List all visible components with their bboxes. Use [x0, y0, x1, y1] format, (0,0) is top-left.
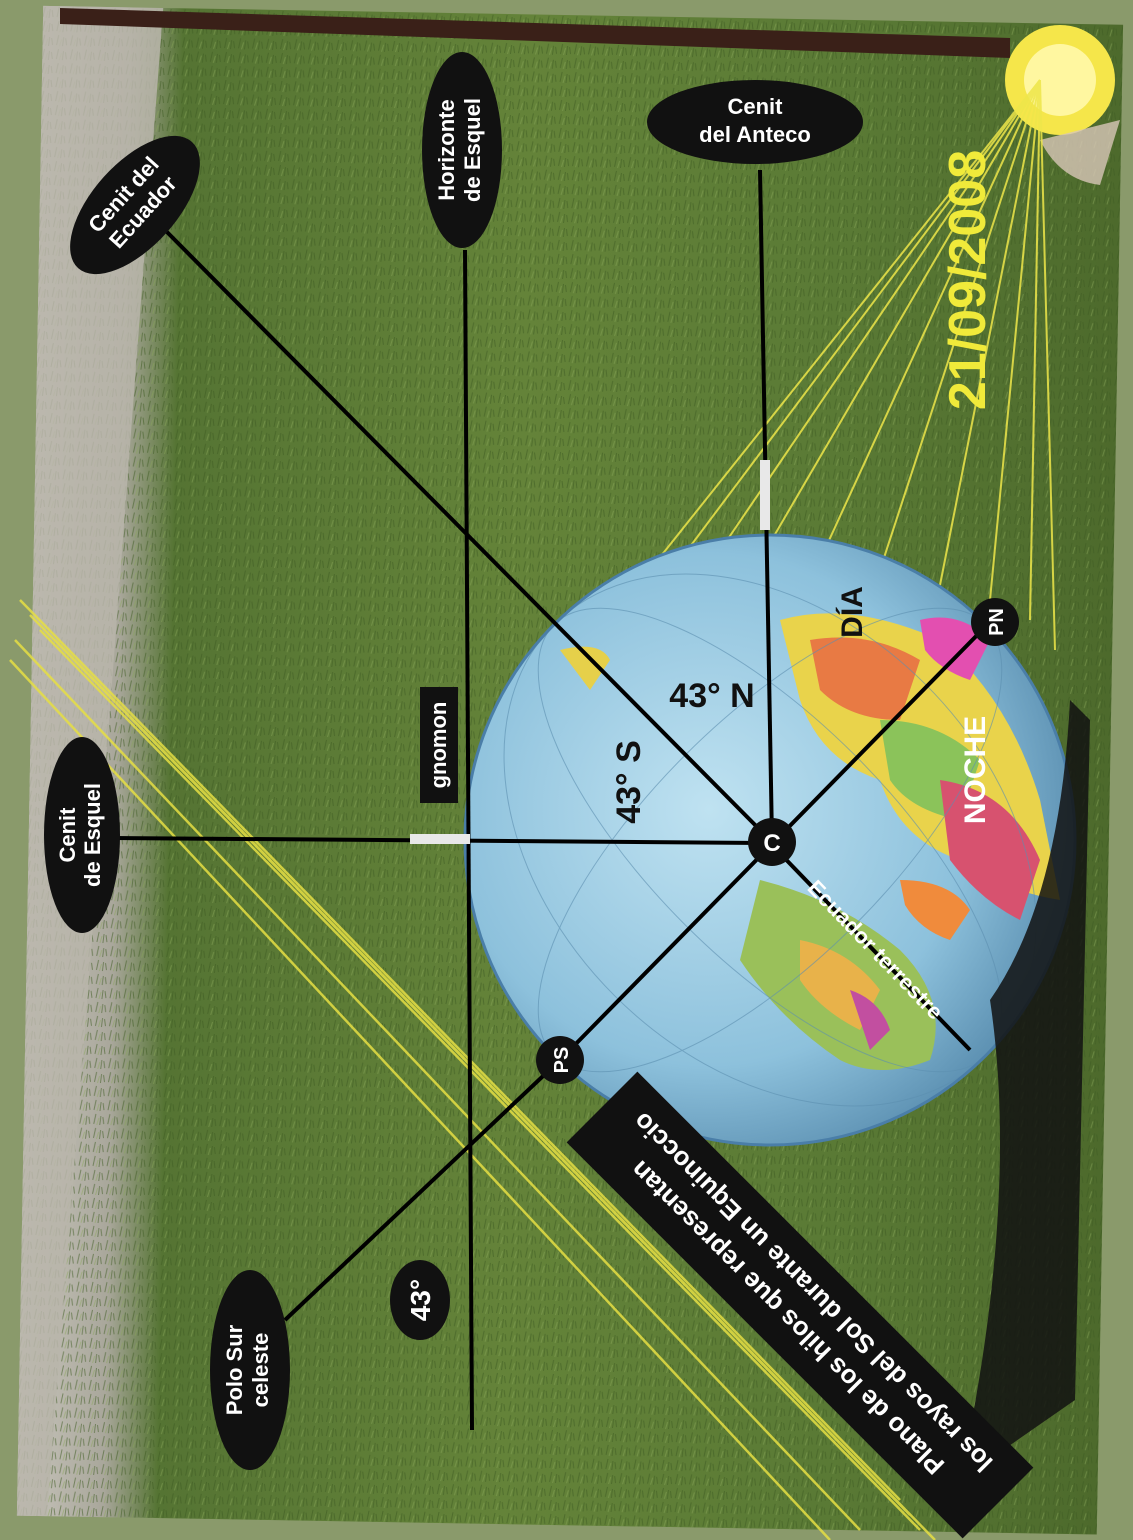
gnomon-stick [410, 834, 470, 844]
label-angle-43-s: 43° S [610, 740, 648, 824]
anteco-stick [760, 460, 770, 530]
sun-icon [1005, 25, 1120, 185]
svg-text:de Esquel: de Esquel [460, 98, 485, 202]
svg-text:Polo Sur: Polo Sur [222, 1324, 247, 1415]
label-angle-43: 43° [390, 1260, 450, 1340]
label-noche: NOCHE [959, 716, 992, 824]
svg-text:Cenit: Cenit [55, 807, 80, 863]
marker-north-pole: PN [971, 598, 1019, 646]
label-angle-43-n: 43° N [669, 677, 754, 715]
label-cenit-esquel: Cenit de Esquel [44, 737, 120, 933]
label-horizonte-esquel: Horizonte de Esquel [422, 52, 502, 248]
svg-text:PN: PN [986, 608, 1008, 636]
label-dia: DÍA [835, 586, 869, 638]
horizontal-pole [60, 8, 1010, 58]
svg-text:Horizonte: Horizonte [434, 99, 459, 200]
svg-text:de Esquel: de Esquel [80, 783, 105, 887]
marker-center: C [748, 818, 796, 866]
marker-south-pole: PS [536, 1036, 584, 1084]
label-cenit-anteco: Cenit del Anteco [647, 80, 863, 164]
svg-text:PS: PS [551, 1047, 573, 1074]
svg-text:Cenit: Cenit [728, 94, 784, 119]
svg-text:celeste: celeste [248, 1333, 273, 1408]
svg-text:43°: 43° [405, 1279, 436, 1321]
svg-text:gnomon: gnomon [426, 702, 451, 789]
label-gnomon: gnomon [420, 687, 458, 803]
label-polo-sur-celeste: Polo Sur celeste [210, 1270, 290, 1470]
sun-threads [609, 79, 1056, 651]
svg-text:C: C [763, 830, 780, 857]
date-stamp: 21/09/2008 [939, 150, 997, 410]
svg-text:del Anteco: del Anteco [699, 122, 811, 147]
